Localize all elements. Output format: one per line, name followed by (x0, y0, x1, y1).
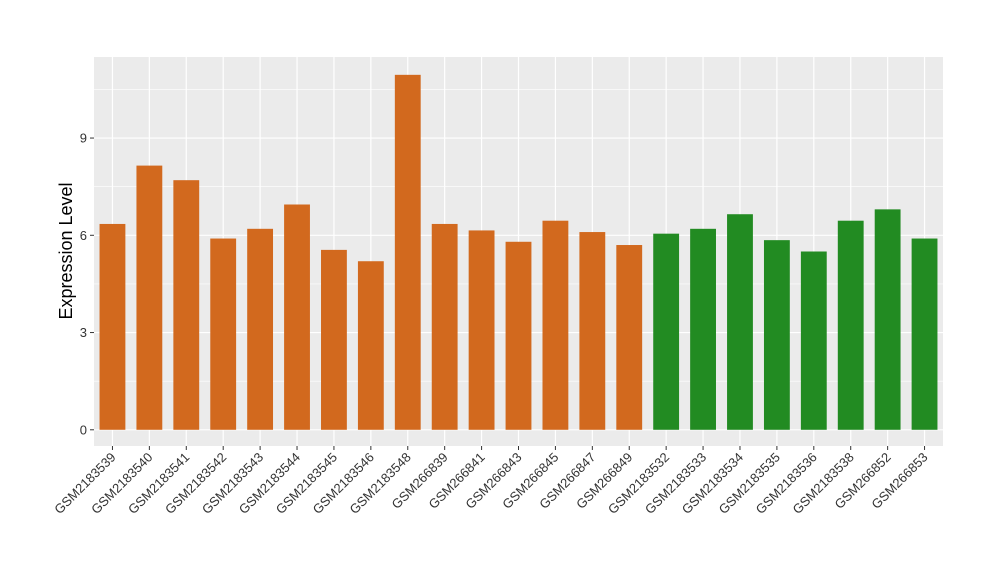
y-axis-title: Expression Level (56, 182, 76, 319)
y-tick-label: 9 (80, 131, 87, 146)
bar-GSM2183540 (136, 165, 163, 430)
bar-GSM266849 (616, 245, 643, 430)
bar-GSM2183538 (837, 220, 864, 430)
bar-GSM2183539 (99, 223, 126, 430)
bar-GSM2183545 (321, 249, 347, 430)
bar-GSM2183533 (690, 228, 716, 430)
bar-GSM266847 (579, 232, 606, 430)
bar-GSM2183548 (394, 74, 421, 430)
bar-GSM266843 (505, 241, 532, 430)
bar-GSM2183541 (173, 180, 200, 430)
bar-GSM2183536 (800, 251, 827, 430)
bar-GSM2183542 (210, 238, 237, 430)
bar-GSM266852 (874, 209, 901, 430)
bar-GSM266841 (468, 230, 495, 430)
bar-GSM2183546 (357, 261, 384, 430)
bars (99, 74, 938, 430)
y-tick-label: 6 (80, 228, 87, 243)
bar-GSM266845 (542, 220, 569, 430)
bar-GSM2183534 (727, 214, 753, 430)
y-axis: 0 3 6 9 (80, 131, 94, 437)
y-tick-label: 0 (80, 422, 87, 437)
y-tick-label: 3 (80, 325, 87, 340)
bar-GSM2183535 (763, 240, 790, 430)
bar-GSM2183543 (247, 228, 274, 430)
x-axis: GSM2183539GSM2183540GSM2183541GSM2183542… (51, 446, 931, 517)
bar-GSM2183532 (653, 233, 680, 430)
bar-GSM266853 (911, 238, 938, 430)
bar-GSM266839 (431, 223, 458, 430)
bar-GSM2183544 (284, 204, 310, 430)
